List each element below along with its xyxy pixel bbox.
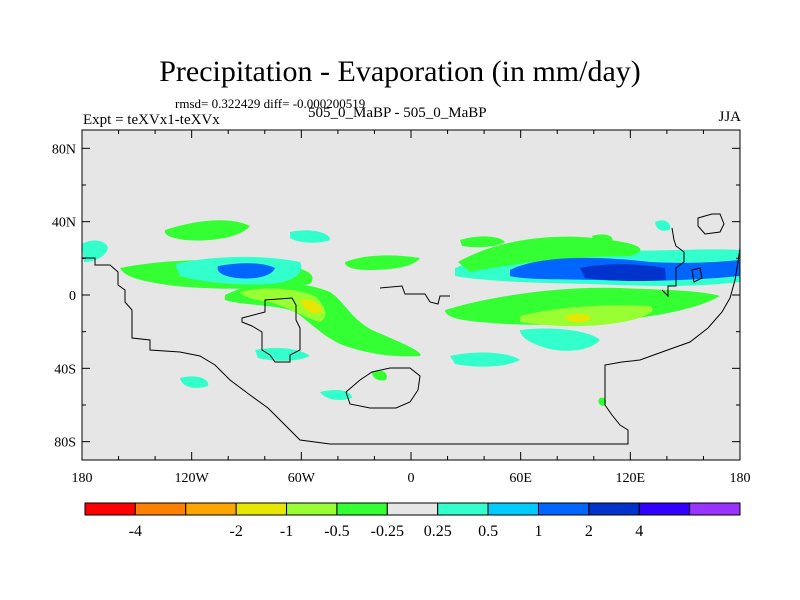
contour-blob xyxy=(290,230,330,243)
coastline xyxy=(697,213,725,235)
y-tick-label: 40S xyxy=(54,362,76,377)
colorbar-box xyxy=(638,502,691,516)
contour-fills xyxy=(82,220,740,406)
colorbar-box xyxy=(235,502,288,516)
x-tick-label: 180 xyxy=(730,471,751,486)
contour-blob xyxy=(372,370,387,381)
contour-blob xyxy=(460,236,505,248)
x-tick-label: 0 xyxy=(408,471,415,486)
colorbar-box xyxy=(537,502,590,516)
x-tick-label: 120E xyxy=(616,471,646,486)
x-tick-label: 120W xyxy=(175,471,210,486)
colorbar-box xyxy=(689,502,741,516)
colorbar-box xyxy=(487,502,539,516)
colorbar: -4 -2 -1 -0.5 -0.25 0.25 0.5 1 2 4 xyxy=(84,502,741,540)
x-tick-label: 180 xyxy=(72,471,93,486)
colorbar-box xyxy=(185,502,237,516)
colorbar-label: -2 xyxy=(229,523,242,540)
colorbar-box xyxy=(336,502,388,516)
y-tick-label: 40N xyxy=(52,216,76,231)
colorbar-box xyxy=(84,502,136,516)
coastline xyxy=(661,227,685,298)
x-tick-label: 60W xyxy=(288,471,316,486)
contour-blob xyxy=(520,328,600,351)
contour-blob xyxy=(592,234,613,244)
contour-blob xyxy=(655,220,671,231)
y-tick-label: 80N xyxy=(52,142,76,157)
plot-area xyxy=(81,129,741,461)
contour-blob xyxy=(255,348,310,361)
colorbar-label: -4 xyxy=(129,523,142,540)
contour-blob xyxy=(300,299,322,314)
coastline xyxy=(241,297,301,363)
chart-title: Precipitation - Evaporation (in mm/day) xyxy=(159,55,641,88)
contour-blob xyxy=(345,255,420,270)
coastline xyxy=(379,285,450,305)
case-label: 505_0_MaBP - 505_0_MaBP xyxy=(308,105,487,121)
x-axis: 180 120W 60W 0 60E 120E 180 xyxy=(72,130,751,486)
contour-blob xyxy=(580,264,666,282)
colorbar-label: 1 xyxy=(534,523,542,540)
stats-label: rmsd= 0.322429 diff= -0.000200519 xyxy=(175,96,366,111)
colorbar-label: 4 xyxy=(635,523,643,540)
coastline xyxy=(82,247,741,445)
contour-blob xyxy=(445,287,720,325)
colorbar-box xyxy=(286,502,338,516)
experiment-label: Expt = teXVx1-teXVx xyxy=(83,112,220,128)
contour-blob xyxy=(598,397,607,406)
colorbar-label: 0.25 xyxy=(424,523,452,540)
x-tick-label: 60E xyxy=(509,471,532,486)
contour-blob xyxy=(565,313,591,323)
coastline xyxy=(691,267,703,283)
y-axis: 80N 40N 0 40S 80S xyxy=(52,142,740,451)
coastlines xyxy=(82,213,741,445)
colorbar-label: -0.5 xyxy=(324,523,349,540)
contour-blob xyxy=(320,390,352,400)
contour-blob xyxy=(450,352,520,367)
colorbar-box xyxy=(588,502,640,516)
colorbar-box xyxy=(437,502,489,516)
y-tick-label: 80S xyxy=(54,436,76,451)
contour-blob xyxy=(240,288,326,322)
coastline xyxy=(345,367,421,409)
contour-blob xyxy=(82,240,108,262)
contour-blob xyxy=(217,263,275,279)
contour-blob xyxy=(180,376,209,388)
colorbar-label: 2 xyxy=(585,523,593,540)
colorbar-label: -0.25 xyxy=(371,523,404,540)
y-tick-label: 0 xyxy=(69,289,76,304)
contour-blob xyxy=(164,220,250,241)
season-label: JJA xyxy=(718,109,741,125)
colorbar-label: -1 xyxy=(280,523,293,540)
colorbar-box xyxy=(386,502,439,516)
colorbar-label: 0.5 xyxy=(478,523,498,540)
colorbar-box xyxy=(134,502,187,516)
contour-blob xyxy=(458,236,641,272)
